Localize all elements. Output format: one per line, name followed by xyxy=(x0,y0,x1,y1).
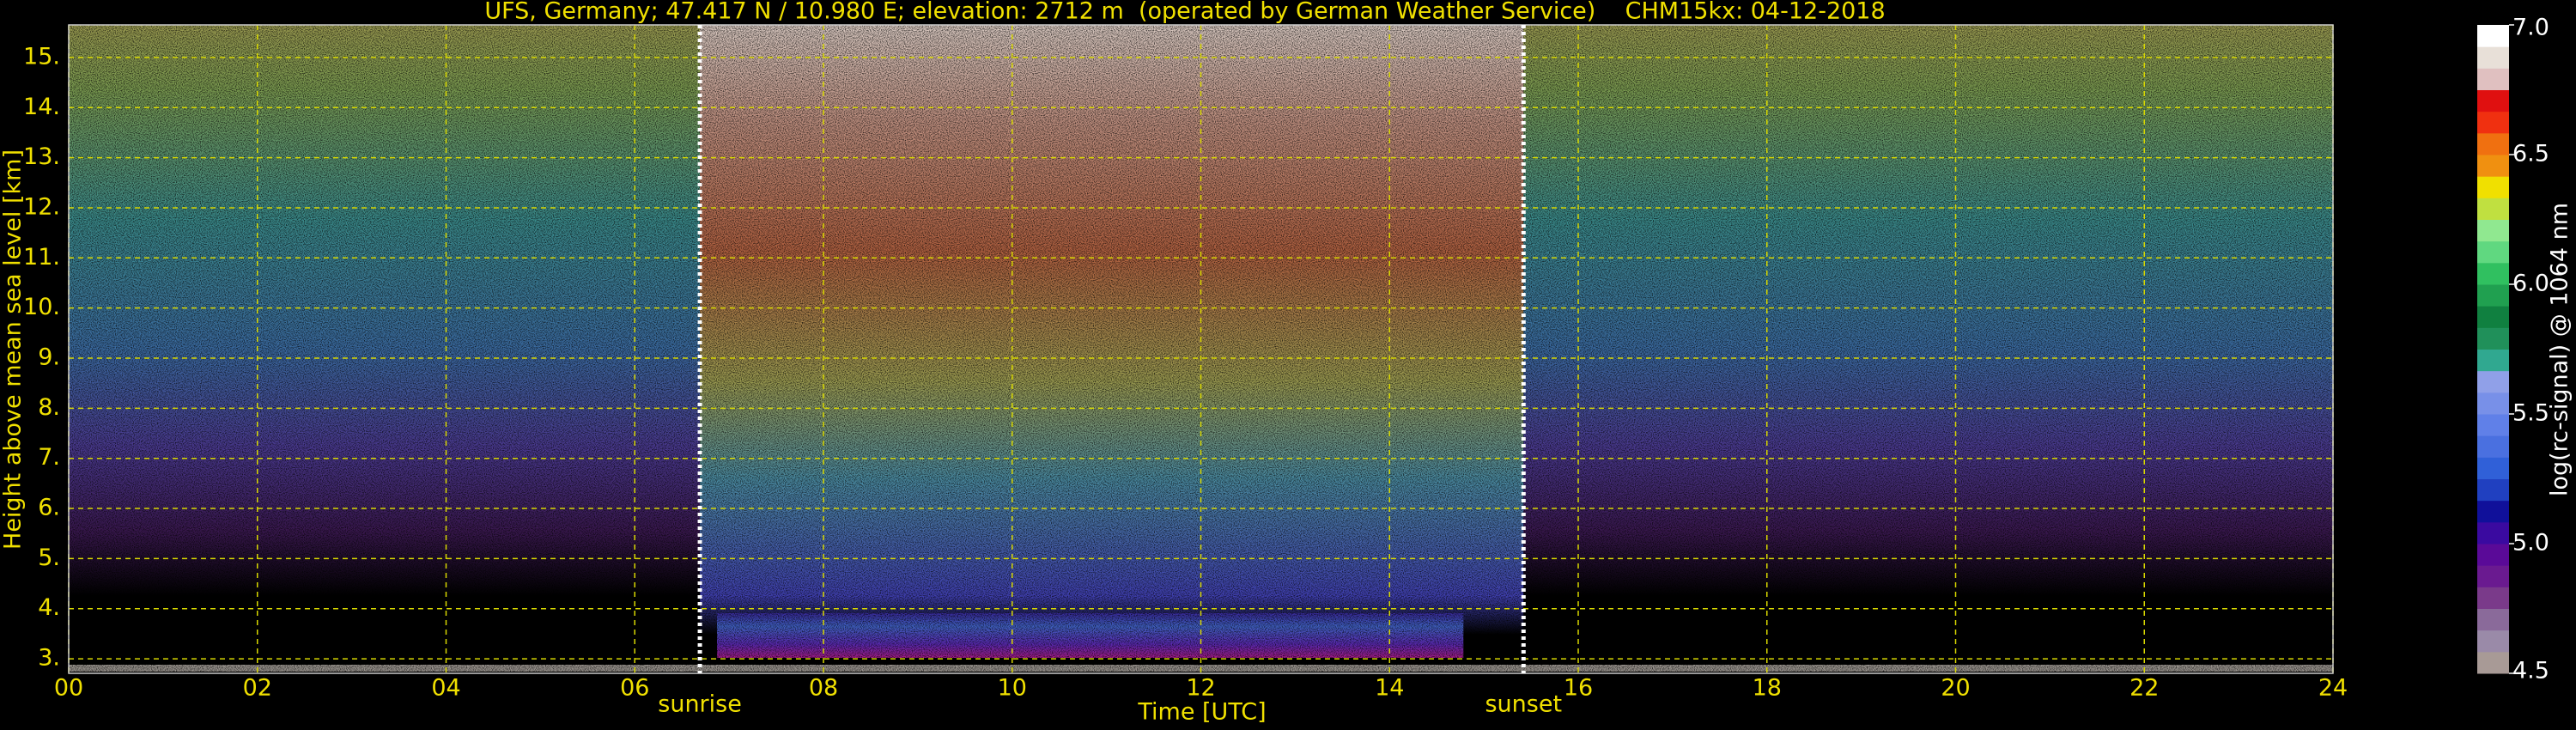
colorbar-segment xyxy=(2477,111,2509,134)
colorbar-segment xyxy=(2477,457,2509,479)
x-tick-label: 10 xyxy=(998,675,1027,702)
colorbar-segment xyxy=(2477,370,2509,393)
x-tick-label: 14 xyxy=(1375,675,1404,702)
x-tick-label: 12 xyxy=(1186,675,1215,702)
colorbar-segment xyxy=(2477,262,2509,285)
x-tick-label: 24 xyxy=(2318,675,2348,702)
colorbar-segment xyxy=(2477,500,2509,523)
y-tick-label: 3. xyxy=(38,645,60,672)
axes: 3. 4. 5. 6. 7. 8. 9. 10. 11. 12. 13. 14. 15. 00 02 04 06… xyxy=(23,15,2549,718)
colorbar-segment xyxy=(2477,89,2509,113)
y-tick-label: 14. xyxy=(23,94,60,120)
colorbar-segment xyxy=(2477,630,2509,653)
colorbar-segment xyxy=(2477,587,2509,609)
colorbar-segment xyxy=(2477,478,2509,502)
annotation-label: sunset xyxy=(1485,691,1562,718)
plot-frame xyxy=(68,24,2334,674)
y-axis-label: Height above mean sea level [km] xyxy=(0,149,27,550)
y-tick-label: 9. xyxy=(38,344,60,371)
colorbar-label: log(rc-signal) @ 1064 nm xyxy=(2547,203,2573,496)
y-tick-label: 12. xyxy=(23,193,60,220)
colorbar-segment xyxy=(2477,68,2509,90)
colorbar-segment xyxy=(2477,198,2509,220)
colorbar-segment xyxy=(2477,240,2509,264)
colorbar-tick-label: 5.0 xyxy=(2512,530,2549,557)
colorbar-segment xyxy=(2477,219,2509,242)
colorbar-segment xyxy=(2477,651,2509,674)
y-tick-label: 7. xyxy=(38,444,60,471)
colorbar-tick-label: 7.0 xyxy=(2512,15,2549,41)
colorbar-segment xyxy=(2477,132,2509,155)
colorbar-segment xyxy=(2477,608,2509,631)
y-tick-label: 15. xyxy=(23,43,60,70)
colorbar-segment xyxy=(2477,565,2509,587)
x-tick-label: 00 xyxy=(54,675,83,702)
colorbar-segment xyxy=(2477,435,2509,458)
annotation-label: sunrise xyxy=(658,691,742,718)
colorbar-segment xyxy=(2477,392,2509,415)
x-tick-label: 08 xyxy=(809,675,838,702)
colorbar-segment xyxy=(2477,306,2509,328)
y-tick-label: 10. xyxy=(23,294,60,320)
colorbar-tick-label: 5.5 xyxy=(2512,400,2549,427)
x-tick-label: 06 xyxy=(620,675,649,702)
x-axis-label: Time [UTC] xyxy=(1137,699,1266,726)
y-tick-label: 8. xyxy=(38,394,60,421)
y-tick-label: 6. xyxy=(38,495,60,521)
x-tick-label: 22 xyxy=(2129,675,2159,702)
x-tick-label: 20 xyxy=(1941,675,1970,702)
y-tick-label: 4. xyxy=(38,594,60,621)
y-tick-label: 11. xyxy=(23,244,60,271)
x-tick-label: 04 xyxy=(431,675,460,702)
colorbar-segment xyxy=(2477,349,2509,372)
colorbar-segment xyxy=(2477,25,2509,47)
colorbar-segment xyxy=(2477,155,2509,177)
colorbar-segment xyxy=(2477,327,2509,350)
y-tick-label: 13. xyxy=(23,143,60,170)
colorbar-segment xyxy=(2477,414,2509,436)
colorbar-tick-label: 6.0 xyxy=(2512,271,2549,297)
x-tick-label: 18 xyxy=(1753,675,1782,702)
colorbar-segment xyxy=(2477,176,2509,198)
colorbar-tick-label: 4.5 xyxy=(2512,658,2549,684)
colorbar-segment xyxy=(2477,521,2509,544)
x-tick-label: 16 xyxy=(1564,675,1593,702)
colorbar-tick-label: 6.5 xyxy=(2512,141,2549,167)
colorbar-segment xyxy=(2477,46,2509,69)
chart-title: UFS, Germany; 47.417 N / 10.980 E; eleva… xyxy=(484,0,1885,25)
x-tick-label: 02 xyxy=(243,675,272,702)
colorbar-segment xyxy=(2477,284,2509,307)
colorbar-segment xyxy=(2477,544,2509,566)
y-tick-label: 5. xyxy=(38,544,60,571)
